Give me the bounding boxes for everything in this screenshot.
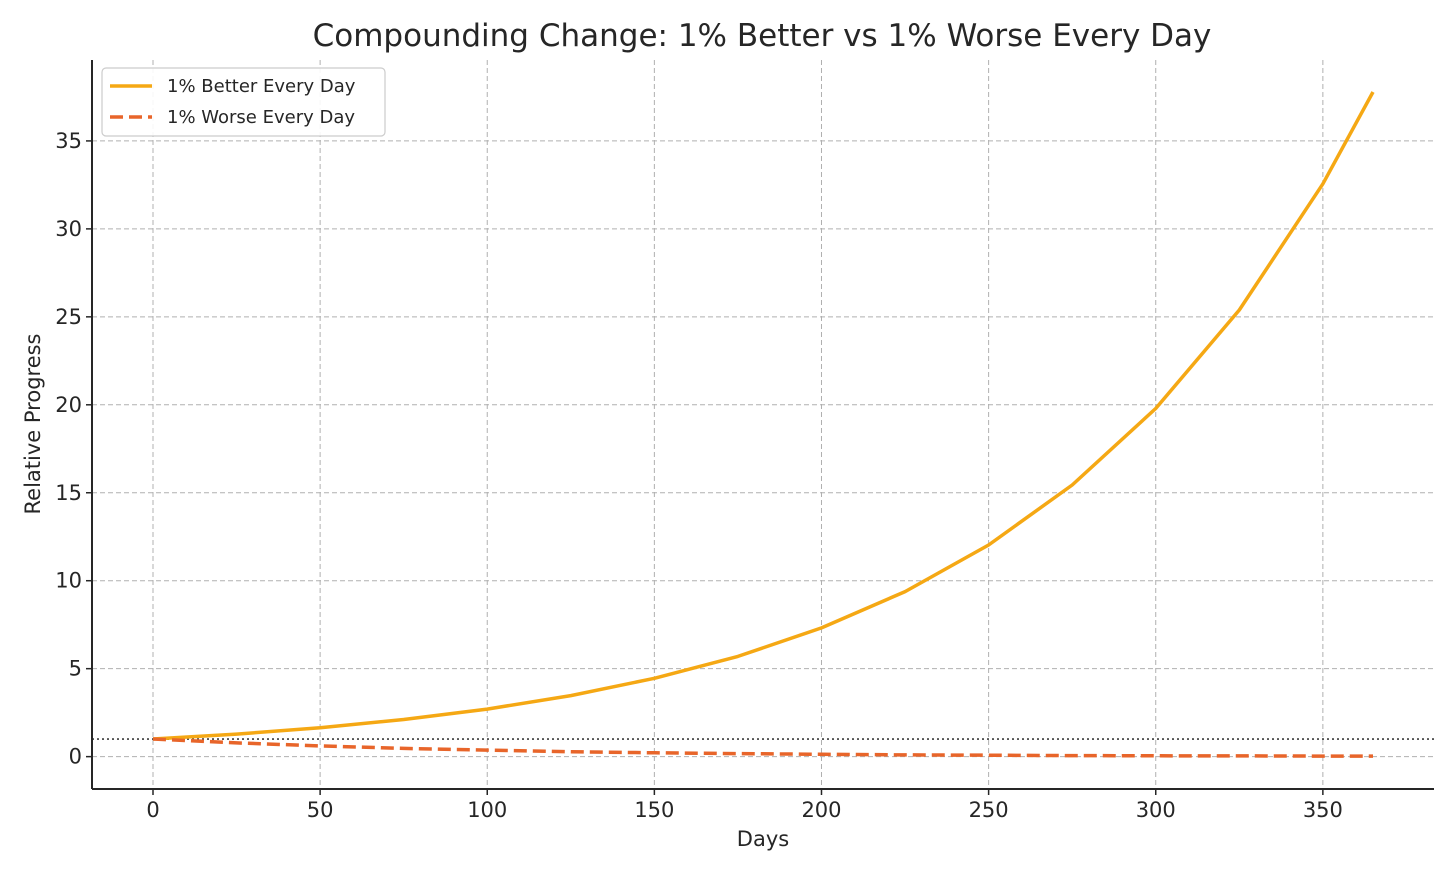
x-tick-label: 200 <box>801 798 841 822</box>
x-tick-label: 250 <box>969 798 1009 822</box>
legend-label-worse: 1% Worse Every Day <box>167 107 355 128</box>
y-tick-label: 20 <box>55 393 82 417</box>
series-line-0 <box>152 91 1375 741</box>
series-line-1 <box>152 737 1373 758</box>
x-tick-label: 150 <box>634 798 674 822</box>
y-tick-label: 5 <box>69 657 82 681</box>
x-tick-label: 300 <box>1136 798 1176 822</box>
x-axis-label: Days <box>737 827 789 851</box>
legend-label-better: 1% Better Every Day <box>167 76 356 97</box>
y-axis-ticks: 0 5 10 15 20 25 30 35 <box>55 129 92 769</box>
x-tick-label: 100 <box>467 798 507 822</box>
legend: 1% Better Every Day 1% Worse Every Day <box>101 67 386 137</box>
chart-title: Compounding Change: 1% Better vs 1% Wors… <box>313 18 1212 54</box>
x-axis-ticks: 0 50 100 150 200 250 300 350 <box>146 789 1343 822</box>
y-tick-label: 15 <box>55 481 82 505</box>
grid-lines <box>92 60 1434 789</box>
y-tick-label: 10 <box>55 569 82 593</box>
y-tick-label: 35 <box>55 129 82 153</box>
y-tick-label: 30 <box>55 217 82 241</box>
series-layer <box>152 91 1375 758</box>
x-tick-label: 350 <box>1303 798 1343 822</box>
legend-box <box>101 67 386 137</box>
axes <box>91 60 1434 790</box>
y-tick-label: 25 <box>55 305 82 329</box>
x-tick-label: 0 <box>146 798 159 822</box>
y-tick-label: 0 <box>69 745 82 769</box>
y-axis-label: Relative Progress <box>21 334 45 515</box>
x-tick-label: 50 <box>307 798 334 822</box>
